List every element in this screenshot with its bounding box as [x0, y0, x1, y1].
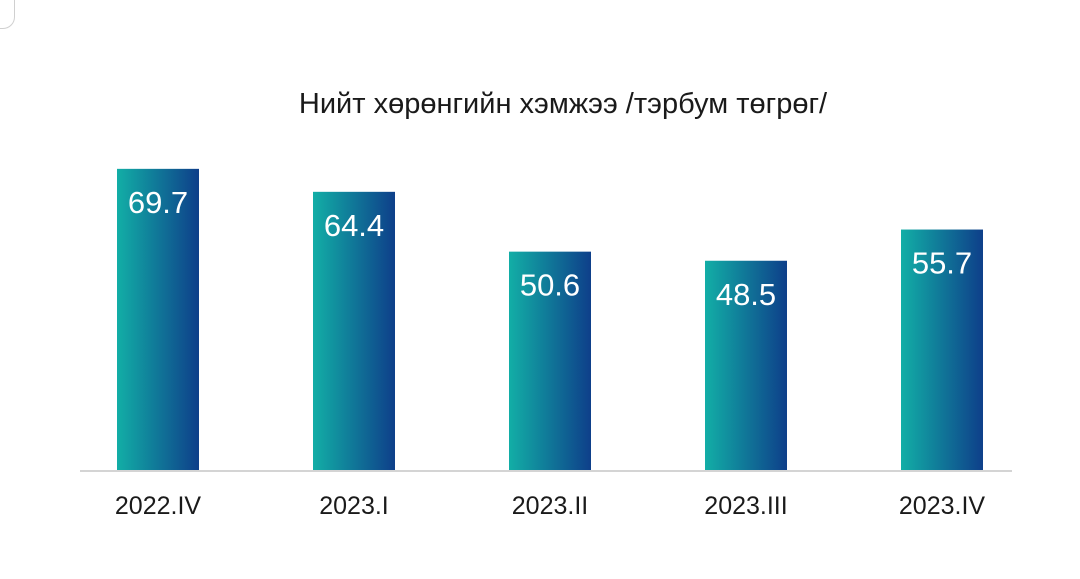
bar-value-label: 64.4: [324, 208, 384, 243]
bar-value-label: 55.7: [912, 246, 972, 281]
x-tick-label: 2023.III: [704, 492, 787, 520]
bars-group: 69.7 64.4 50.6 48.5 55.7: [117, 168, 983, 472]
bar-2023.III: [705, 260, 787, 471]
x-tick-label: 2023.II: [512, 492, 588, 520]
chart-title: Нийт хөрөнгийн хэмжээ /тэрбум төгрөг/: [299, 88, 828, 120]
bar-value-label: 69.7: [128, 185, 188, 220]
bar-2022.IV: [117, 168, 199, 471]
x-tick-label: 2023.IV: [899, 492, 986, 520]
bar-value-label: 50.6: [520, 268, 580, 303]
bar-2023.IV: [901, 229, 983, 471]
bar-2023.II: [509, 251, 591, 471]
x-tick-label: 2022.IV: [115, 492, 202, 520]
x-tick-label: 2023.I: [319, 492, 389, 520]
bar-value-label: 48.5: [716, 277, 776, 312]
bar-2023.I: [313, 191, 395, 472]
x-axis-ticks: 2022.IV 2023.I 2023.II 2023.III 2023.IV: [115, 492, 986, 520]
